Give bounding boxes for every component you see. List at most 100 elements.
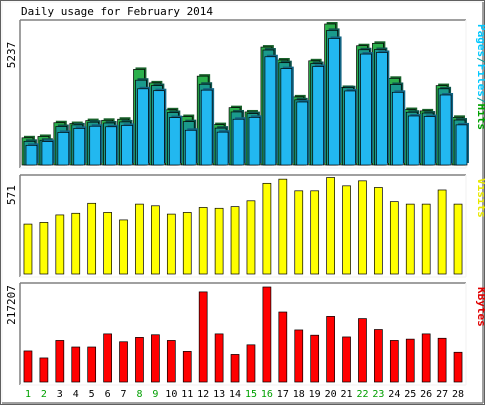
pages-bar-day-26 <box>423 116 436 166</box>
visits-bar-day-20 <box>326 177 335 275</box>
visits-bar-day-28 <box>453 203 463 275</box>
day-tick-label: 2 <box>41 389 47 400</box>
kbytes-bar-day-7 <box>119 341 128 383</box>
day-tick-label: 20 <box>325 389 337 400</box>
day-tick-label: 19 <box>309 389 321 400</box>
kbytes-bar-day-12 <box>198 291 208 383</box>
visits-bar-day-16 <box>262 182 272 275</box>
visits-panel <box>20 175 466 277</box>
kbytes-bar-day-5 <box>87 346 97 383</box>
pages-bar-day-22 <box>360 53 372 166</box>
day-tick-label: 1 <box>25 389 31 400</box>
day-tick-label: 10 <box>165 389 177 400</box>
pages-bar-day-12 <box>200 89 213 166</box>
kbytes-bar-day-9 <box>151 334 160 383</box>
pages-bar-day-1 <box>25 144 38 166</box>
pages-bar-day-5 <box>89 125 101 166</box>
visits-bar-day-2 <box>39 222 49 275</box>
pages-bar-day-3 <box>57 132 70 166</box>
visits-bar-day-3 <box>55 214 65 275</box>
kbytes-legend-text: KBytes <box>475 287 485 327</box>
pages-bar-day-13 <box>216 131 229 166</box>
pages-bar-day-25 <box>407 115 420 166</box>
pages-bar-day-18 <box>296 101 309 166</box>
visits-bar-day-27 <box>437 189 447 275</box>
pages-bar-day-27 <box>439 94 452 166</box>
kbytes-bar-day-25 <box>405 338 415 383</box>
kbytes-bar-day-28 <box>453 351 463 383</box>
kbytes-bar-day-23 <box>374 329 383 383</box>
day-tick-label: 15 <box>245 389 257 400</box>
kbytes-bar-day-15 <box>246 344 256 383</box>
pages-bar-day-8 <box>137 88 149 166</box>
visits-bar-day-13 <box>214 207 224 275</box>
pages-bar-day-2 <box>41 141 54 166</box>
pages-bar-day-10 <box>169 117 181 166</box>
day-tick-label: 24 <box>388 389 400 400</box>
visits-bar-day-24 <box>389 201 399 275</box>
pages-files-hits-legend-text: Pages/Files/Hits <box>475 24 485 130</box>
visits-bar-day-8 <box>135 203 144 275</box>
visits-bar-day-17 <box>278 178 288 275</box>
kbytes-bar-day-17 <box>278 311 288 383</box>
kbytes-bar-day-19 <box>310 334 320 383</box>
day-tick-label: 4 <box>73 389 79 400</box>
day-axis: 1 2 3 4 5 6 7 8 9 10 11 12 13 14 15 16 17 18 19 20 21 22 23 24 2… <box>25 389 464 400</box>
visits-bar-day-18 <box>294 190 304 275</box>
pages-bar-day-16 <box>264 56 277 166</box>
visits-ymax-label: 571 <box>5 185 18 205</box>
day-tick-label: 25 <box>404 389 416 400</box>
day-tick-label: 6 <box>105 389 111 400</box>
pages-bar-day-20 <box>328 38 340 166</box>
kbytes-bar-day-13 <box>214 333 224 383</box>
pages-bar-day-7 <box>121 125 133 166</box>
day-tick-label: 14 <box>229 389 241 400</box>
visits-bar-day-19 <box>310 190 320 275</box>
visits-bar-day-23 <box>374 187 383 275</box>
kbytes-bar-day-22 <box>358 318 367 383</box>
visits-bar-day-9 <box>151 205 160 275</box>
kbytes-bar-day-14 <box>230 354 240 383</box>
kbytes-bar-day-21 <box>342 336 351 383</box>
kbytes-bar-day-20 <box>326 316 335 383</box>
day-tick-label: 23 <box>372 389 384 400</box>
visits-bar-day-12 <box>198 207 208 275</box>
pages-files-hits-bars <box>21 22 469 166</box>
visits-bar-day-10 <box>166 213 176 275</box>
pages-ymax-label: 5237 <box>5 42 18 69</box>
visits-legend: Visits <box>475 178 485 218</box>
kbytes-bar-day-10 <box>166 340 176 383</box>
pages-bar-day-15 <box>248 116 261 166</box>
day-tick-label: 12 <box>197 389 209 400</box>
visits-bar-day-21 <box>342 185 351 275</box>
day-tick-label: 8 <box>136 389 142 400</box>
day-tick-label: 21 <box>341 389 353 400</box>
visits-bar-day-4 <box>71 212 81 275</box>
day-tick-label: 26 <box>420 389 432 400</box>
pages-bar-day-24 <box>392 91 404 166</box>
pages-bar-day-23 <box>376 52 388 166</box>
pages-bar-day-17 <box>280 68 293 166</box>
kbytes-bar-day-3 <box>55 340 65 383</box>
visits-bar-day-6 <box>103 212 112 275</box>
kbytes-bar-day-16 <box>262 286 272 383</box>
day-tick-label: 18 <box>293 389 305 400</box>
pages-bar-day-19 <box>312 66 324 166</box>
day-tick-label: 11 <box>181 389 193 400</box>
kbytes-bar-day-27 <box>437 337 447 383</box>
day-tick-label: 28 <box>452 389 464 400</box>
kbytes-ymax-label: 217207 <box>5 285 18 325</box>
visits-bar-day-15 <box>246 200 256 275</box>
kbytes-bar-day-24 <box>389 340 399 383</box>
kbytes-bar-day-18 <box>294 329 304 383</box>
day-tick-label: 13 <box>213 389 225 400</box>
day-tick-label: 3 <box>57 389 63 400</box>
chart-title: Daily usage for February 2014 <box>21 5 213 18</box>
pages-bar-day-14 <box>232 118 245 166</box>
pages-files-hits-legend: Pages/Files/Hits <box>475 24 485 130</box>
visits-bar-day-22 <box>358 180 367 275</box>
pages-bar-day-21 <box>344 90 356 166</box>
day-tick-label: 5 <box>89 389 95 400</box>
